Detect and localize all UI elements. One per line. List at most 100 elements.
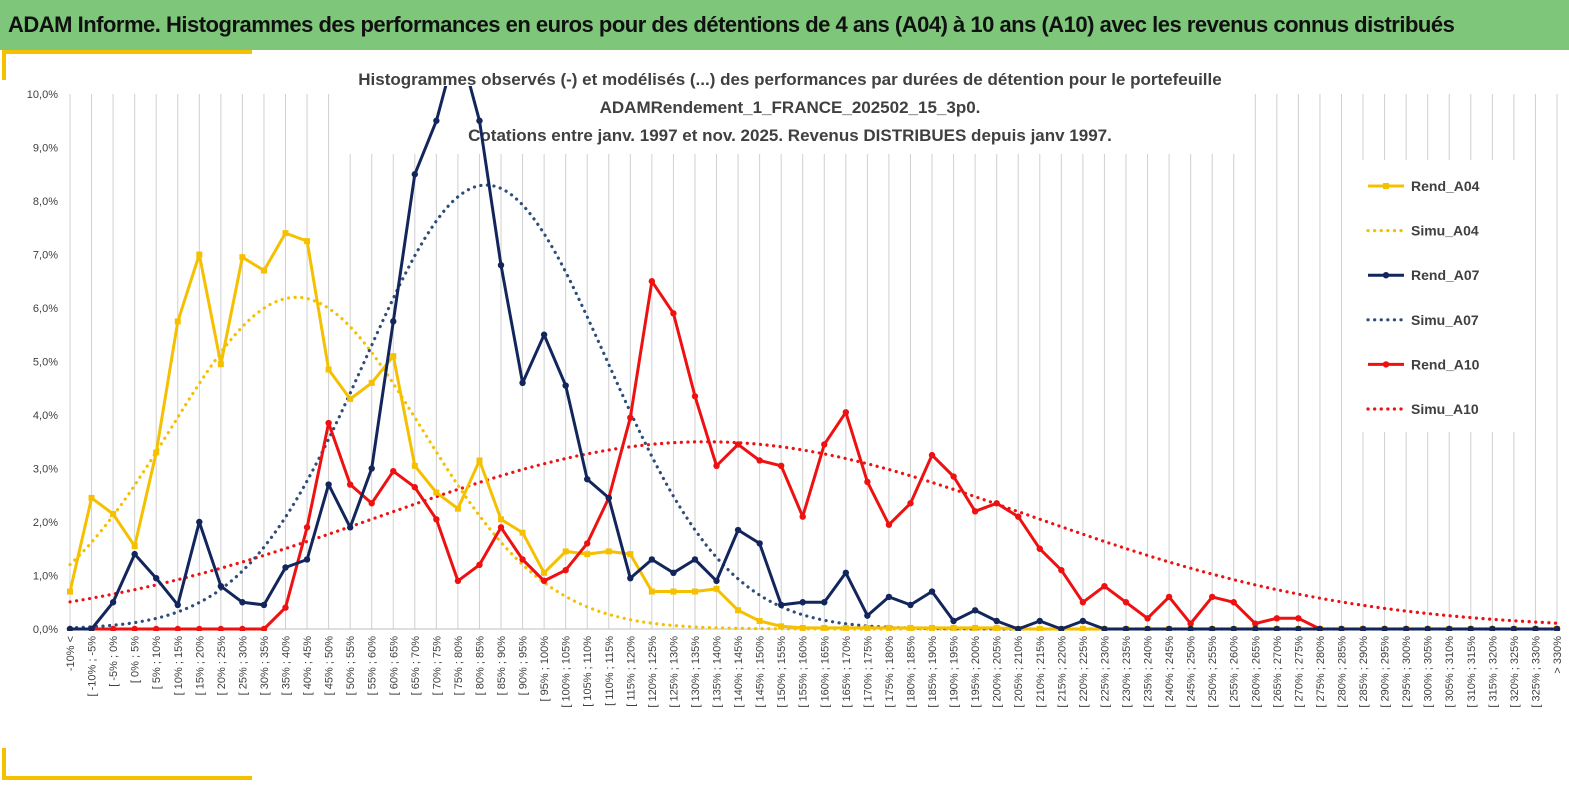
data-point <box>455 37 461 43</box>
data-point <box>67 588 73 595</box>
data-point <box>648 588 655 595</box>
data-point <box>131 550 138 558</box>
data-point <box>109 625 117 631</box>
data-point <box>971 508 979 515</box>
x-tick-label: [ 210% ; 215% <box>1035 636 1047 708</box>
x-axis: -10% < [ -10% ; -5% [ -5% ; 0% [ 0% ; 5% [ 5… <box>65 628 1564 708</box>
data-point <box>648 556 656 563</box>
legend-item: Rend_A07 <box>1368 267 1480 283</box>
legend-item: Rend_A10 <box>1368 356 1480 372</box>
data-point <box>885 521 893 528</box>
data-point <box>66 625 74 631</box>
x-tick-label: [ 125% ; 130% <box>668 636 680 708</box>
data-point <box>713 462 720 470</box>
data-point <box>282 604 289 611</box>
data-point <box>756 457 763 464</box>
data-point <box>670 569 677 577</box>
x-tick-label: [ 260% ; 265% <box>1250 636 1262 708</box>
data-point <box>153 625 160 631</box>
data-point <box>174 318 181 325</box>
x-tick-label: [ 100% ; 105% <box>561 636 573 708</box>
data-point <box>1187 620 1194 627</box>
data-point <box>1187 625 1194 631</box>
data-point <box>734 526 742 534</box>
data-point <box>217 361 224 368</box>
x-tick-label: [ -5% ; 0% <box>108 636 120 687</box>
data-point <box>497 262 505 269</box>
data-point <box>907 624 914 631</box>
x-tick-label: [ 280% ; 285% <box>1336 636 1348 708</box>
data-point <box>390 318 397 325</box>
chart-title-line-1: Histogrammes observés (-) et modélisés (… <box>358 70 1221 89</box>
x-tick-label: [ 200% ; 205% <box>992 636 1004 708</box>
series-line-simu-a07 <box>68 183 1559 631</box>
x-tick-label: [ 255% ; 260% <box>1229 636 1241 708</box>
x-tick-label: [ 240% ; 245% <box>1164 636 1176 708</box>
data-point <box>842 409 850 416</box>
x-tick-label: [ 20% ; 25% <box>216 636 228 696</box>
data-point <box>411 462 418 469</box>
x-tick-label: [ 85% ; 90% <box>496 636 508 696</box>
data-point <box>821 599 828 606</box>
x-tick-label: [ 0% ; 5% <box>130 636 142 683</box>
x-tick-label: [ 75% ; 80% <box>453 636 465 696</box>
legend-item: Simu_A10 <box>1366 401 1479 417</box>
y-tick-label: 7,0% <box>33 250 58 262</box>
data-point <box>799 624 806 631</box>
data-point <box>907 601 914 609</box>
data-point <box>476 457 483 464</box>
data-point <box>1208 625 1216 631</box>
data-point <box>627 574 634 582</box>
data-point <box>390 467 397 475</box>
legend-label: Rend_A04 <box>1411 178 1480 194</box>
x-tick-label: [ 30% ; 35% <box>259 636 271 696</box>
x-tick-label: [ 40% ; 45% <box>302 636 314 696</box>
data-point <box>368 465 375 472</box>
data-point <box>1101 625 1108 631</box>
data-point <box>131 625 138 631</box>
data-point <box>390 353 397 360</box>
data-point <box>821 624 828 631</box>
accent-bar-left-bottom <box>2 748 6 780</box>
data-point <box>433 489 440 496</box>
x-tick-label: [ 265% ; 270% <box>1272 636 1284 708</box>
data-point <box>1510 625 1518 631</box>
data-point <box>713 585 720 592</box>
legend-marker <box>1382 272 1390 279</box>
data-point <box>109 599 117 606</box>
y-tick-label: 1,0% <box>33 571 58 583</box>
data-point <box>928 588 936 595</box>
data-point <box>347 395 354 402</box>
data-point <box>691 588 698 595</box>
x-tick-label: [ 90% ; 95% <box>518 636 530 696</box>
data-point <box>584 551 591 558</box>
data-point <box>260 625 268 631</box>
data-point <box>627 551 634 558</box>
legend-label: Rend_A07 <box>1411 267 1480 283</box>
data-point <box>584 476 591 483</box>
data-point <box>1036 545 1043 552</box>
data-point <box>605 548 612 555</box>
data-point <box>325 366 332 373</box>
series <box>66 37 1561 631</box>
data-point <box>691 393 699 400</box>
y-tick-label: 9,0% <box>33 143 58 155</box>
data-point <box>1532 625 1539 631</box>
x-tick-label: [ 175% ; 180% <box>884 636 896 708</box>
legend-label: Simu_A10 <box>1411 401 1479 417</box>
series-line-rend-a04 <box>68 231 1557 631</box>
x-tick-label: [ -10% ; -5% <box>87 636 99 697</box>
x-tick-label: [ 140% ; 145% <box>733 636 745 708</box>
x-tick-label: [ 220% ; 225% <box>1078 636 1090 708</box>
legend-item: Simu_A04 <box>1366 223 1479 239</box>
x-tick-label: [ 285% ; 290% <box>1358 636 1370 708</box>
data-point <box>562 566 569 574</box>
data-point <box>1058 566 1065 574</box>
series-line-simu-a10 <box>68 440 1559 625</box>
data-point <box>153 574 160 582</box>
x-tick-label: [ 325% ; 330% <box>1530 636 1542 708</box>
series-line-rend-a10 <box>70 279 1557 631</box>
y-tick-label: 10,0% <box>27 89 58 101</box>
data-point <box>411 484 419 491</box>
